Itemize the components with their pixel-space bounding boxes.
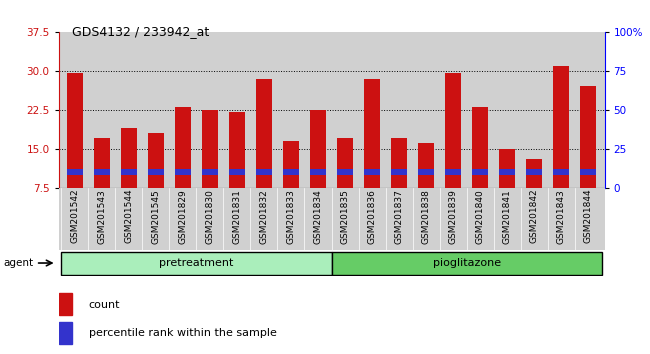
Text: GSM201833: GSM201833 bbox=[287, 189, 296, 244]
Text: GSM201841: GSM201841 bbox=[502, 189, 512, 244]
Text: pioglitazone: pioglitazone bbox=[433, 258, 500, 268]
Bar bbox=[526, 159, 542, 188]
Bar bbox=[364, 170, 380, 175]
Bar bbox=[445, 170, 462, 175]
Bar bbox=[66, 73, 83, 188]
Text: pretreatment: pretreatment bbox=[159, 258, 233, 268]
Text: GSM201839: GSM201839 bbox=[448, 189, 458, 244]
Text: GSM201544: GSM201544 bbox=[124, 189, 133, 244]
Text: agent: agent bbox=[3, 258, 33, 268]
Bar bbox=[553, 65, 569, 188]
Text: GSM201844: GSM201844 bbox=[584, 189, 593, 244]
Bar bbox=[526, 170, 542, 175]
Bar bbox=[58, 188, 604, 250]
Bar bbox=[310, 170, 326, 175]
Bar bbox=[391, 170, 407, 175]
Text: GSM201545: GSM201545 bbox=[151, 189, 161, 244]
Bar bbox=[553, 170, 569, 175]
Bar bbox=[580, 170, 597, 175]
Text: GSM201832: GSM201832 bbox=[259, 189, 268, 244]
Bar bbox=[418, 170, 434, 175]
Bar bbox=[283, 141, 299, 188]
Bar bbox=[94, 170, 110, 175]
Bar bbox=[121, 128, 137, 188]
Bar bbox=[58, 293, 72, 315]
Bar bbox=[337, 170, 353, 175]
Bar bbox=[121, 170, 137, 175]
Bar bbox=[472, 170, 488, 175]
Bar bbox=[499, 170, 515, 175]
Bar bbox=[229, 112, 245, 188]
Text: GSM201835: GSM201835 bbox=[341, 189, 350, 244]
Bar bbox=[148, 133, 164, 188]
Text: GSM201840: GSM201840 bbox=[476, 189, 485, 244]
Bar bbox=[202, 110, 218, 188]
Bar bbox=[148, 170, 164, 175]
Text: GSM201842: GSM201842 bbox=[530, 189, 539, 244]
Text: GDS4132 / 233942_at: GDS4132 / 233942_at bbox=[72, 25, 209, 38]
Text: GSM201543: GSM201543 bbox=[98, 189, 106, 244]
Bar bbox=[418, 143, 434, 188]
Text: GSM201834: GSM201834 bbox=[313, 189, 322, 244]
Bar bbox=[202, 170, 218, 175]
Bar bbox=[58, 322, 72, 344]
Text: GSM201843: GSM201843 bbox=[557, 189, 566, 244]
Bar bbox=[229, 170, 245, 175]
Text: percentile rank within the sample: percentile rank within the sample bbox=[88, 328, 276, 338]
Bar bbox=[256, 170, 272, 175]
Bar bbox=[175, 170, 191, 175]
Bar bbox=[94, 138, 110, 188]
Text: GSM201830: GSM201830 bbox=[205, 189, 214, 244]
Text: GSM201836: GSM201836 bbox=[367, 189, 376, 244]
Bar bbox=[364, 79, 380, 188]
Text: GSM201831: GSM201831 bbox=[233, 189, 241, 244]
Bar bbox=[472, 107, 488, 188]
Text: GSM201837: GSM201837 bbox=[395, 189, 404, 244]
Bar bbox=[66, 170, 83, 175]
Bar bbox=[391, 138, 407, 188]
Bar bbox=[61, 252, 332, 275]
Text: GSM201829: GSM201829 bbox=[178, 189, 187, 244]
Bar bbox=[445, 73, 462, 188]
Bar bbox=[332, 252, 602, 275]
Bar bbox=[337, 138, 353, 188]
Bar bbox=[283, 170, 299, 175]
Bar bbox=[175, 107, 191, 188]
Text: count: count bbox=[88, 299, 120, 310]
Bar bbox=[256, 79, 272, 188]
Bar bbox=[580, 86, 597, 188]
Bar bbox=[310, 110, 326, 188]
Text: GSM201838: GSM201838 bbox=[422, 189, 430, 244]
Text: GSM201542: GSM201542 bbox=[70, 189, 79, 244]
Bar bbox=[499, 149, 515, 188]
